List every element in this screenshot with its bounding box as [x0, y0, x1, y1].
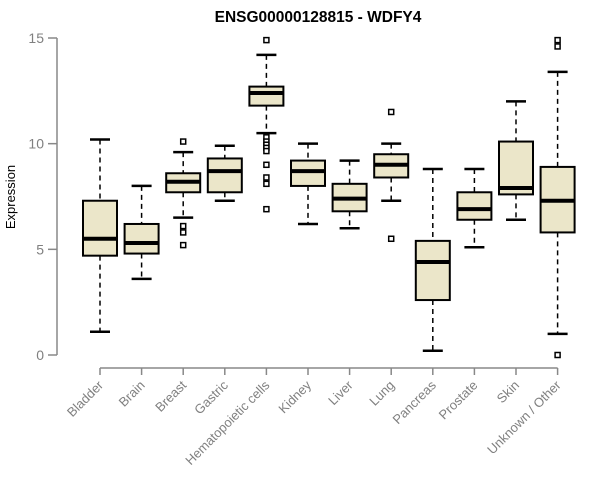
outlier-point	[554, 43, 561, 50]
x-tick-label: Skin	[494, 378, 522, 406]
x-tick-label: Kidney	[275, 377, 314, 416]
outlier-point	[263, 174, 270, 181]
box	[498, 140, 534, 196]
x-tick-label: Gastric	[191, 377, 231, 417]
outlier-point	[179, 229, 187, 236]
outlier-point	[263, 161, 270, 169]
chart-title: ENSG00000128815 - WDFY4	[215, 9, 422, 26]
y-tick-label: 5	[36, 241, 44, 257]
outlier-point	[554, 351, 561, 359]
outlier-point	[554, 36, 561, 44]
x-tick-label: Brain	[116, 378, 148, 410]
outlier-point	[263, 180, 270, 188]
y-axis-label: Expression	[3, 165, 18, 229]
y-tick-label: 0	[36, 347, 44, 363]
x-tick-label: Prostate	[436, 378, 481, 423]
x-tick-label: Liver	[325, 377, 356, 408]
box	[123, 222, 160, 255]
x-tick-label: Unknown / Other	[484, 377, 564, 457]
outlier-point	[263, 36, 270, 44]
outlier-point	[179, 241, 187, 249]
outlier-point	[179, 138, 187, 145]
box	[206, 157, 243, 194]
box	[414, 239, 451, 302]
outlier-point	[263, 147, 270, 155]
x-tick-label: Pancreas	[389, 377, 439, 427]
outlier-point	[387, 108, 395, 116]
box	[248, 85, 285, 107]
x-tick-label: Lung	[366, 378, 397, 409]
x-tick-label: Breast	[152, 377, 189, 414]
y-tick-label: 15	[28, 30, 44, 46]
outlier-point	[387, 235, 395, 243]
outlier-point	[263, 205, 270, 213]
outlier-point	[179, 222, 187, 230]
box	[82, 199, 118, 257]
x-tick-label: Bladder	[64, 377, 107, 420]
box	[456, 191, 493, 221]
y-tick-label: 10	[28, 136, 44, 152]
box	[290, 159, 326, 187]
